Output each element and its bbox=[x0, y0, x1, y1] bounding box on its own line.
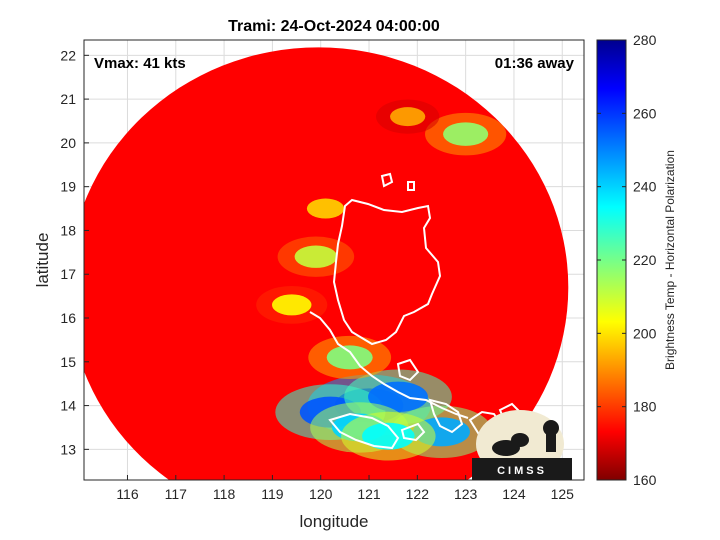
y-tick-label: 15 bbox=[60, 354, 76, 370]
x-tick-label: 120 bbox=[309, 486, 333, 502]
colorbar-tick-label: 200 bbox=[633, 325, 657, 341]
vmax-annotation: Vmax: 41 kts bbox=[94, 55, 186, 72]
chart-title: Trami: 24-Oct-2024 04:00:00 bbox=[228, 18, 440, 35]
x-tick-label: 119 bbox=[261, 486, 284, 502]
cimss-logo-text: CIMSS bbox=[497, 465, 547, 477]
away-annotation: 01:36 away bbox=[495, 55, 575, 72]
y-tick-label: 21 bbox=[60, 91, 76, 107]
x-tick-label: 116 bbox=[116, 486, 139, 502]
x-axis-label: longitude bbox=[299, 512, 368, 531]
y-tick-label: 22 bbox=[60, 47, 76, 63]
warm-feature bbox=[368, 381, 428, 413]
y-tick-label: 13 bbox=[60, 441, 76, 457]
axes-frame bbox=[83, 39, 585, 481]
x-tick-label: 121 bbox=[357, 486, 381, 502]
colorbar-tick-label: 240 bbox=[633, 179, 657, 195]
colorbar-tick-label: 180 bbox=[633, 399, 657, 415]
x-tick-label: 125 bbox=[551, 486, 575, 502]
colorbar-ticks: 160 180 200 220 240 260 280 bbox=[597, 32, 657, 488]
x-tick-label: 118 bbox=[213, 486, 236, 502]
x-tick-label: 117 bbox=[165, 486, 188, 502]
colorbar-tick-label: 160 bbox=[633, 472, 657, 488]
warm-feature bbox=[271, 294, 312, 316]
x-tick-label: 124 bbox=[502, 486, 526, 502]
y-tick-label: 19 bbox=[60, 179, 76, 195]
colorbar bbox=[596, 39, 627, 481]
x-tick-label: 123 bbox=[454, 486, 478, 502]
colorbar-tick-label: 260 bbox=[633, 105, 657, 121]
y-axis: 13 14 15 16 17 18 19 20 21 22 bbox=[60, 47, 89, 457]
x-axis: 116 117 118 119 120 121 122 123 124 125 bbox=[116, 475, 574, 502]
warm-feature bbox=[390, 107, 426, 127]
warm-features bbox=[256, 99, 507, 461]
y-tick-label: 18 bbox=[60, 222, 76, 238]
scan-swath bbox=[84, 47, 569, 480]
warm-feature bbox=[326, 345, 373, 370]
y-axis-label: latitude bbox=[33, 233, 52, 288]
warm-feature bbox=[443, 122, 489, 146]
colorbar-tick-label: 280 bbox=[633, 32, 657, 48]
y-tick-label: 20 bbox=[60, 135, 76, 151]
cimss-logo: CIMSS bbox=[472, 410, 572, 480]
warm-feature bbox=[294, 245, 338, 268]
x-tick-label: 122 bbox=[406, 486, 430, 502]
warm-feature bbox=[306, 198, 345, 219]
y-tick-label: 14 bbox=[60, 398, 76, 414]
colorbar-label: Brightness Temp - Horizontal Polarizatio… bbox=[663, 150, 677, 370]
y-tick-label: 16 bbox=[60, 310, 76, 326]
y-tick-label: 17 bbox=[60, 266, 76, 282]
colorbar-tick-label: 220 bbox=[633, 252, 657, 268]
